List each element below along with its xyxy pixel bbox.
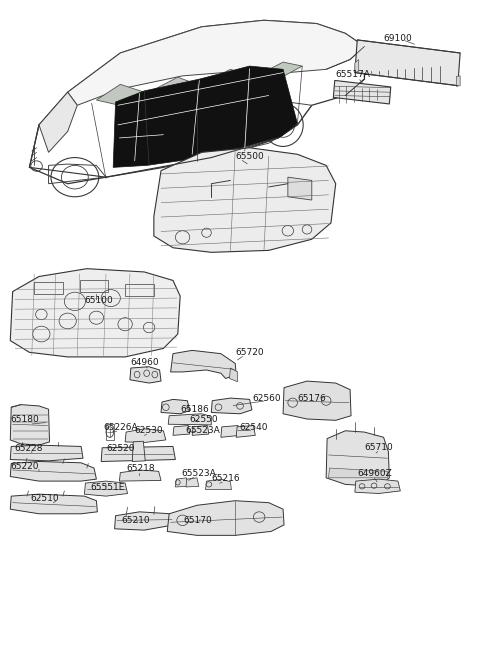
- Text: 65500: 65500: [235, 152, 264, 161]
- Text: 64960: 64960: [130, 358, 158, 367]
- Polygon shape: [10, 494, 97, 514]
- Text: 65720: 65720: [235, 348, 264, 357]
- Polygon shape: [259, 62, 302, 79]
- Polygon shape: [236, 426, 255, 438]
- Text: 62530: 62530: [135, 426, 163, 436]
- Text: 65517A: 65517A: [336, 70, 371, 79]
- Text: 65523A: 65523A: [185, 426, 220, 435]
- Polygon shape: [39, 92, 77, 153]
- Polygon shape: [96, 84, 144, 107]
- Text: 65186: 65186: [180, 405, 209, 414]
- Polygon shape: [326, 431, 389, 485]
- Polygon shape: [192, 426, 209, 436]
- Text: 62550: 62550: [190, 415, 218, 424]
- Text: 65523A: 65523A: [181, 469, 216, 478]
- Polygon shape: [115, 512, 174, 530]
- Text: 65176: 65176: [298, 394, 326, 403]
- Text: 62510: 62510: [31, 494, 60, 502]
- Text: 65216: 65216: [211, 474, 240, 483]
- Text: 62560: 62560: [252, 394, 281, 403]
- Polygon shape: [328, 468, 387, 478]
- Text: 64960Z: 64960Z: [357, 469, 392, 478]
- Polygon shape: [205, 479, 231, 489]
- Text: 65100: 65100: [84, 295, 113, 305]
- Polygon shape: [149, 77, 197, 99]
- Polygon shape: [175, 478, 188, 487]
- Polygon shape: [101, 447, 175, 462]
- Polygon shape: [355, 40, 460, 86]
- Polygon shape: [355, 479, 400, 493]
- Text: 65170: 65170: [183, 516, 212, 525]
- Text: 69100: 69100: [384, 34, 412, 43]
- Polygon shape: [221, 426, 240, 438]
- Polygon shape: [125, 429, 166, 443]
- Bar: [125, 284, 154, 296]
- Text: 65210: 65210: [121, 516, 150, 525]
- Text: 62520: 62520: [106, 444, 134, 453]
- Text: 62540: 62540: [239, 423, 267, 432]
- Polygon shape: [229, 368, 238, 382]
- Text: 65180: 65180: [10, 415, 39, 424]
- Text: 65710: 65710: [364, 443, 393, 452]
- Polygon shape: [288, 177, 312, 200]
- Polygon shape: [186, 478, 199, 487]
- Polygon shape: [84, 481, 128, 496]
- Text: 65226A: 65226A: [104, 423, 138, 432]
- Polygon shape: [68, 20, 364, 105]
- Polygon shape: [132, 441, 145, 462]
- Polygon shape: [113, 66, 298, 168]
- Polygon shape: [283, 381, 351, 421]
- Polygon shape: [120, 470, 161, 481]
- Polygon shape: [333, 81, 391, 104]
- Polygon shape: [173, 426, 190, 436]
- Polygon shape: [211, 398, 252, 414]
- Polygon shape: [10, 405, 49, 445]
- Text: 65220: 65220: [10, 462, 39, 472]
- Text: 65218: 65218: [126, 464, 155, 473]
- Text: 65551E: 65551E: [91, 483, 125, 492]
- Polygon shape: [154, 148, 336, 252]
- Polygon shape: [10, 269, 180, 357]
- Polygon shape: [167, 500, 284, 535]
- Bar: [34, 282, 63, 293]
- Polygon shape: [456, 76, 460, 86]
- Polygon shape: [202, 69, 250, 90]
- Polygon shape: [355, 60, 359, 73]
- Polygon shape: [10, 462, 96, 481]
- Text: 65228: 65228: [14, 444, 43, 453]
- Polygon shape: [130, 367, 161, 383]
- Polygon shape: [10, 445, 83, 461]
- Polygon shape: [170, 350, 236, 379]
- Bar: [106, 424, 114, 440]
- Polygon shape: [161, 400, 190, 414]
- Polygon shape: [168, 414, 211, 425]
- Bar: [80, 280, 108, 291]
